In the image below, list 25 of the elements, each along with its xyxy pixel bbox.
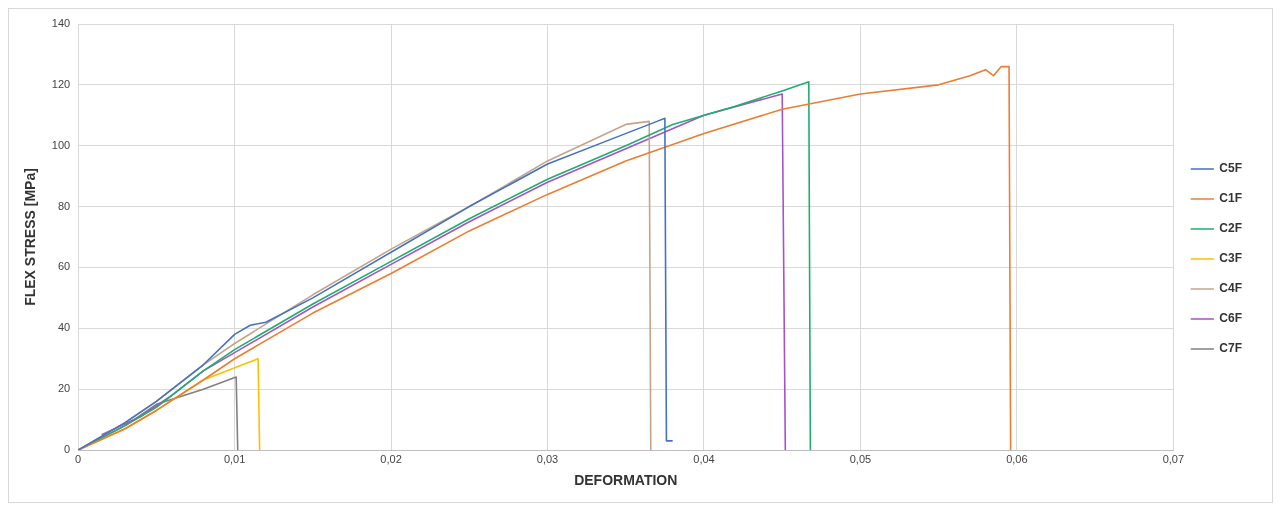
y-tick-label: 40 <box>57 321 71 334</box>
legend-label: C6F <box>1219 311 1242 326</box>
y-tick-label: 20 <box>57 382 71 395</box>
x-axis-title: DEFORMATION <box>574 472 678 489</box>
x-tick-label: 0,01 <box>223 452 246 465</box>
y-tick-label: 140 <box>51 17 71 30</box>
x-tick-label: 0,02 <box>380 452 402 465</box>
legend-label: C7F <box>1219 341 1242 356</box>
legend-label: C3F <box>1219 251 1242 266</box>
y-tick-label: 0 <box>64 443 71 456</box>
y-tick-label: 80 <box>57 199 71 212</box>
y-tick-label: 100 <box>51 138 71 151</box>
y-tick-label: 120 <box>51 77 71 90</box>
x-tick-label: 0 <box>75 452 82 465</box>
legend-label: C1F <box>1219 191 1242 206</box>
x-tick-label: 0,03 <box>536 452 559 465</box>
y-tick-label: 60 <box>57 260 71 273</box>
x-tick-label: 0,04 <box>693 452 715 465</box>
legend-label: C4F <box>1219 281 1242 296</box>
legend-label: C5F <box>1219 161 1242 176</box>
x-tick-label: 0,07 <box>1162 452 1185 465</box>
x-tick-label: 0,05 <box>849 452 872 465</box>
x-tick-label: 0,06 <box>1006 452 1028 465</box>
y-axis-title: FLEX STRESS [MPa] <box>22 168 39 306</box>
legend-label: C2F <box>1219 221 1242 236</box>
